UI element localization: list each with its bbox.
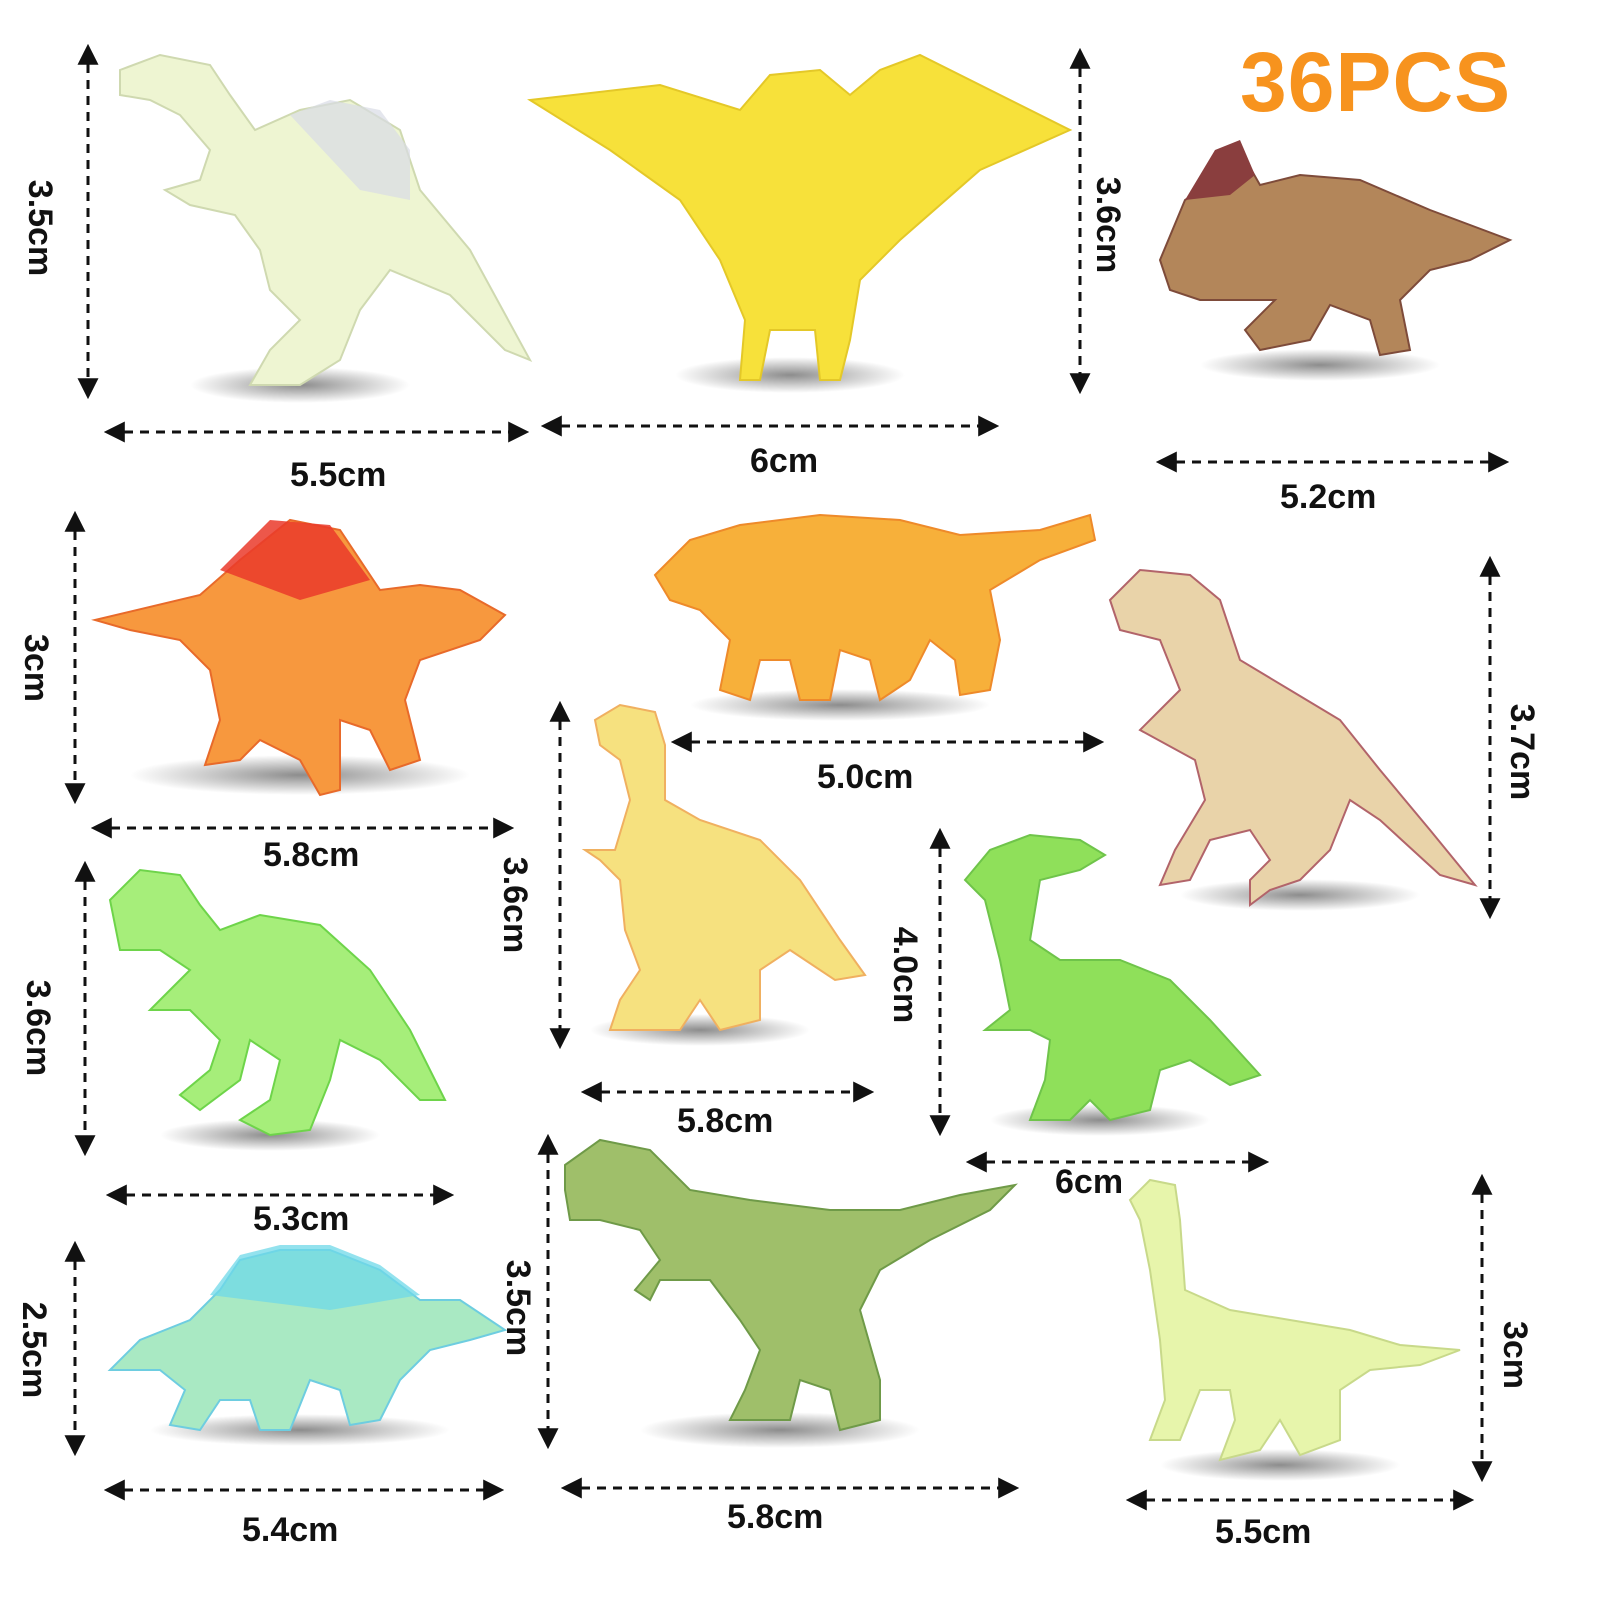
figure-ankylosaurus-orange: [653, 513, 1097, 721]
height-label-spinosaurus-white: 3.5cm: [21, 179, 59, 277]
width-label-spinosaurus-orange: 5.8cm: [263, 836, 360, 874]
width-label-spinosaurus-white: 5.5cm: [290, 456, 387, 494]
width-label-ankylosaurus-orange: 5.0cm: [817, 758, 914, 796]
figure-body: [91, 518, 507, 797]
figure-therizinosaurus-yellow: [581, 703, 867, 1046]
figure-body: [1128, 1178, 1461, 1462]
figure-body: [108, 868, 447, 1137]
figure-brachiosaurus-pale: [1128, 1178, 1461, 1481]
height-label-brachiosaurus-pale: 3cm: [1496, 1320, 1534, 1390]
figure-triceratops-brown: [1158, 140, 1513, 381]
height-label-spinosaurus-orange: 3cm: [17, 633, 55, 703]
figure-spinosaurus-orange: [91, 518, 507, 797]
height-label-parasaurolophus-green: 4.0cm: [886, 926, 924, 1024]
height-label-pterodactyl-yellow: 3.6cm: [1089, 176, 1127, 274]
dimension-arrows: [64, 43, 1510, 1511]
figure-carnotaurus-pink: [1108, 568, 1478, 911]
width-label-brachiosaurus-pale: 5.5cm: [1215, 1513, 1312, 1551]
figure-parasaurolophus-green: [963, 833, 1262, 1136]
height-label-carnotaurus-pink: 3.7cm: [1503, 703, 1541, 801]
figure-body: [963, 833, 1262, 1122]
figure-stegosaurus-teal: [107, 1245, 508, 1446]
figure-body: [564, 1138, 1018, 1432]
figure-pterodactyl-yellow: [527, 53, 1073, 393]
width-label-therizinosaurus-yellow: 5.8cm: [677, 1102, 774, 1140]
figure-body: [653, 513, 1097, 702]
height-label-stegosaurus-teal: 2.5cm: [15, 1301, 53, 1399]
width-label-stegosaurus-teal: 5.4cm: [242, 1511, 339, 1549]
width-label-allosaurus-green: 5.3cm: [253, 1200, 350, 1238]
width-label-pterodactyl-yellow: 6cm: [750, 442, 819, 480]
figure-body: [1108, 568, 1478, 907]
figure-body: [119, 53, 533, 386]
figure-trex-green: [564, 1138, 1018, 1448]
height-label-trex-green: 3.5cm: [499, 1259, 537, 1357]
width-label-triceratops-brown: 5.2cm: [1280, 478, 1377, 516]
figure-allosaurus-green: [108, 868, 447, 1151]
figure-body: [581, 703, 867, 1032]
figure-body: [1158, 148, 1513, 357]
width-label-parasaurolophus-green: 6cm: [1055, 1163, 1124, 1201]
height-label-allosaurus-green: 3.6cm: [19, 979, 57, 1077]
quantity-badge: 36PCS: [1240, 35, 1512, 129]
height-label-therizinosaurus-yellow: 3.6cm: [496, 856, 534, 954]
figure-body: [527, 53, 1073, 381]
width-label-trex-green: 5.8cm: [727, 1498, 824, 1536]
figure-spinosaurus-white: [119, 53, 533, 403]
